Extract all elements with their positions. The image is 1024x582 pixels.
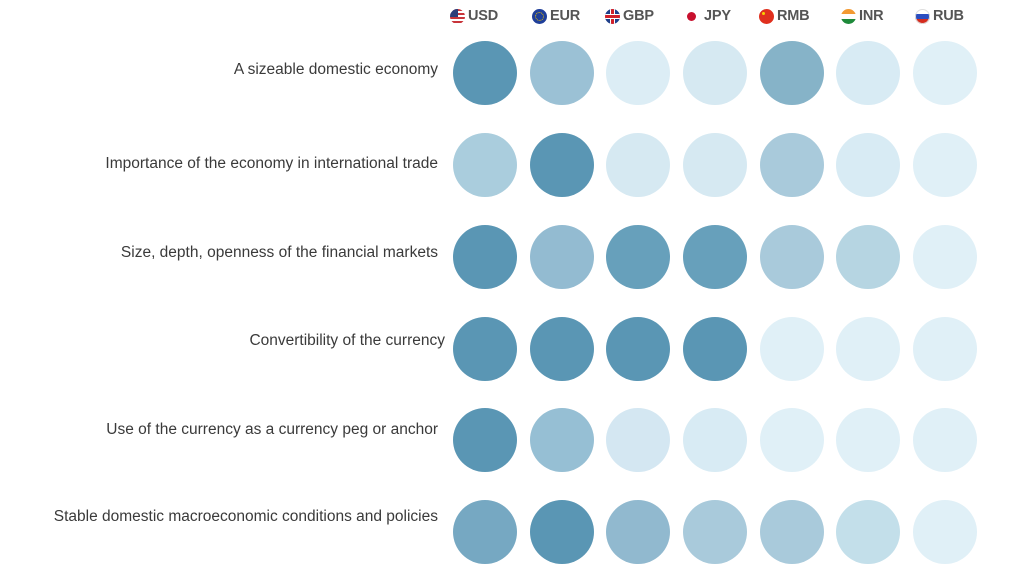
heat-dot-usd-row1 (453, 41, 517, 105)
japan-flag-icon (684, 9, 699, 24)
heat-dot-rmb-row4 (760, 317, 824, 381)
heat-dot-usd-row4 (453, 317, 517, 381)
heat-dot-rub-row3 (913, 225, 977, 289)
row-label: Importance of the economy in internation… (105, 155, 438, 172)
china-flag-icon (759, 8, 774, 24)
row-label: A sizeable domestic economy (233, 61, 438, 78)
heat-dot-inr-row3 (836, 225, 900, 289)
russia-flag-icon (915, 8, 930, 24)
currency-header: USD EUR GBP JPY RMB INR RUB (0, 0, 1024, 34)
heat-dot-usd-row6 (453, 500, 517, 564)
heat-dot-inr-row1 (836, 41, 900, 105)
row-label: Size, depth, openness of the financial m… (120, 244, 438, 261)
heat-dot-gbp-row2 (606, 133, 670, 197)
currency-inr: INR (841, 8, 884, 24)
heat-dot-eur-row5 (530, 408, 594, 472)
heat-dot-rmb-row6 (760, 500, 824, 564)
currency-gbp: GBP (605, 8, 654, 24)
heat-dot-jpy-row2 (683, 133, 747, 197)
heat-dot-jpy-row6 (683, 500, 747, 564)
heat-dot-inr-row2 (836, 133, 900, 197)
heat-dot-jpy-row4 (683, 317, 747, 381)
heat-dot-usd-row3 (453, 225, 517, 289)
currency-eur: EUR (532, 8, 580, 24)
heat-dot-rub-row1 (913, 41, 977, 105)
heat-dot-gbp-row3 (606, 225, 670, 289)
heat-dot-rub-row4 (913, 317, 977, 381)
currency-rub: RUB (915, 8, 964, 24)
india-flag-icon (841, 8, 856, 24)
currency-rmb: RMB (759, 8, 810, 24)
eu-flag-icon (532, 8, 547, 24)
heat-dot-eur-row4 (530, 317, 594, 381)
heat-dot-gbp-row6 (606, 500, 670, 564)
currency-label: EUR (550, 8, 581, 24)
heat-dot-gbp-row1 (606, 41, 670, 105)
heat-dot-eur-row6 (530, 500, 594, 564)
heat-dot-eur-row2 (530, 133, 594, 197)
heat-dot-jpy-row5 (683, 408, 747, 472)
row-label: Convertibility of the currency (249, 332, 445, 349)
heat-dot-eur-row1 (530, 41, 594, 105)
heat-dot-rub-row6 (913, 500, 977, 564)
heat-dot-rmb-row3 (760, 225, 824, 289)
currency-jpy: JPY (684, 8, 731, 24)
heat-dot-jpy-row1 (683, 41, 747, 105)
heat-dot-usd-row5 (453, 408, 517, 472)
heat-dot-usd-row2 (453, 133, 517, 197)
heat-dot-rmb-row2 (760, 133, 824, 197)
heat-dot-gbp-row4 (606, 317, 670, 381)
currency-label: JPY (704, 8, 731, 24)
row-label: Use of the currency as a currency peg or… (106, 421, 438, 438)
heat-dot-inr-row6 (836, 500, 900, 564)
currency-label: INR (859, 8, 884, 24)
currency-label: USD (468, 8, 499, 24)
row-label: Stable domestic macroeconomic conditions… (53, 508, 438, 525)
heat-dot-inr-row5 (836, 408, 900, 472)
heat-dot-rmb-row5 (760, 408, 824, 472)
uk-flag-icon (605, 8, 620, 24)
heat-dot-inr-row4 (836, 317, 900, 381)
currency-label: RUB (933, 8, 964, 24)
heat-dot-rub-row5 (913, 408, 977, 472)
heat-dot-eur-row3 (530, 225, 594, 289)
heat-dot-rub-row2 (913, 133, 977, 197)
us-flag-icon (450, 8, 465, 24)
heat-dot-gbp-row5 (606, 408, 670, 472)
currency-usd: USD (450, 8, 498, 24)
heat-dot-jpy-row3 (683, 225, 747, 289)
currency-label: RMB (777, 8, 810, 24)
heat-dot-rmb-row1 (760, 41, 824, 105)
currency-label: GBP (623, 8, 654, 24)
